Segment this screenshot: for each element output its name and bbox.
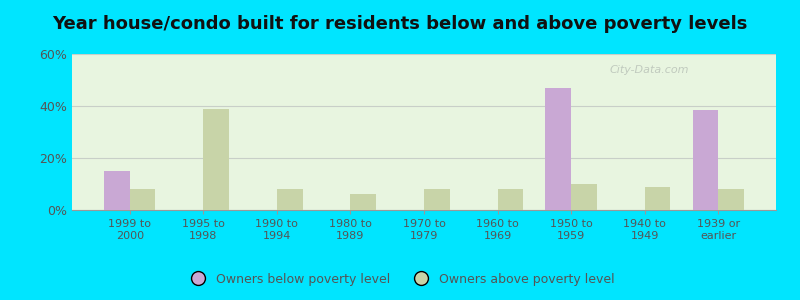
Bar [718, 189, 744, 210]
Bar [350, 194, 376, 210]
Bar [645, 187, 670, 210]
Bar [203, 109, 229, 210]
Legend: Owners below poverty level, Owners above poverty level: Owners below poverty level, Owners above… [181, 268, 619, 291]
Bar [693, 110, 718, 210]
Text: Year house/condo built for residents below and above poverty levels: Year house/condo built for residents bel… [52, 15, 748, 33]
Bar [498, 189, 523, 210]
Bar [104, 171, 130, 210]
Bar [277, 189, 302, 210]
Text: City-Data.com: City-Data.com [610, 64, 689, 75]
Bar [546, 88, 571, 210]
Bar [424, 189, 450, 210]
Bar [130, 189, 155, 210]
Bar [571, 184, 597, 210]
